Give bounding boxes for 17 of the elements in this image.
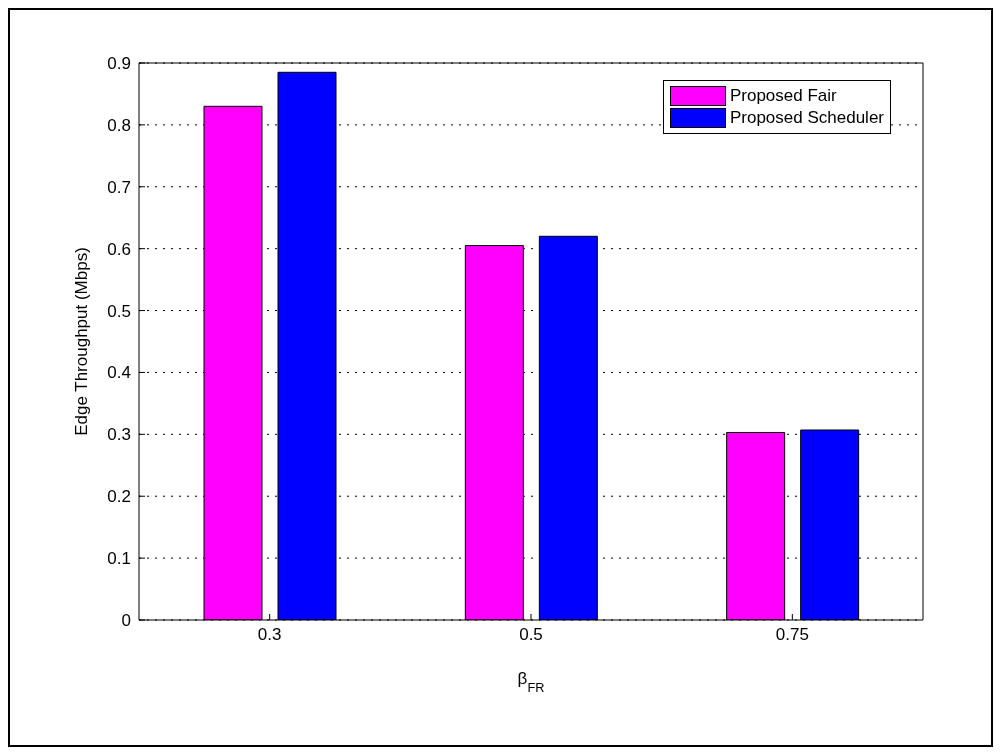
x-axis-title: β$_{FR}$: [517, 669, 545, 695]
y-tick-label: 0.2: [107, 487, 131, 507]
y-tick-label: 0.1: [107, 549, 131, 569]
y-tick-label: 0: [121, 611, 131, 631]
y-tick-label: 0.6: [107, 239, 131, 259]
x-tick-label: 0.3: [257, 625, 282, 645]
y-tick-label: 0.9: [107, 54, 131, 74]
y-axis-title: Edge Throughput (Mbps): [72, 247, 91, 436]
y-tick-label: 0.4: [107, 363, 131, 383]
y-tick-label: 0.3: [107, 425, 131, 445]
x-tick-label: 0.5: [519, 625, 543, 645]
y-tick-label: 0.8: [107, 115, 131, 135]
legend-label: Proposed Fair: [729, 85, 837, 107]
x-tick-label: 0.75: [775, 625, 809, 645]
legend-label: Proposed Scheduler: [729, 107, 884, 129]
y-tick-label: 0.5: [107, 301, 131, 321]
y-tick-label: 0.7: [107, 177, 131, 197]
